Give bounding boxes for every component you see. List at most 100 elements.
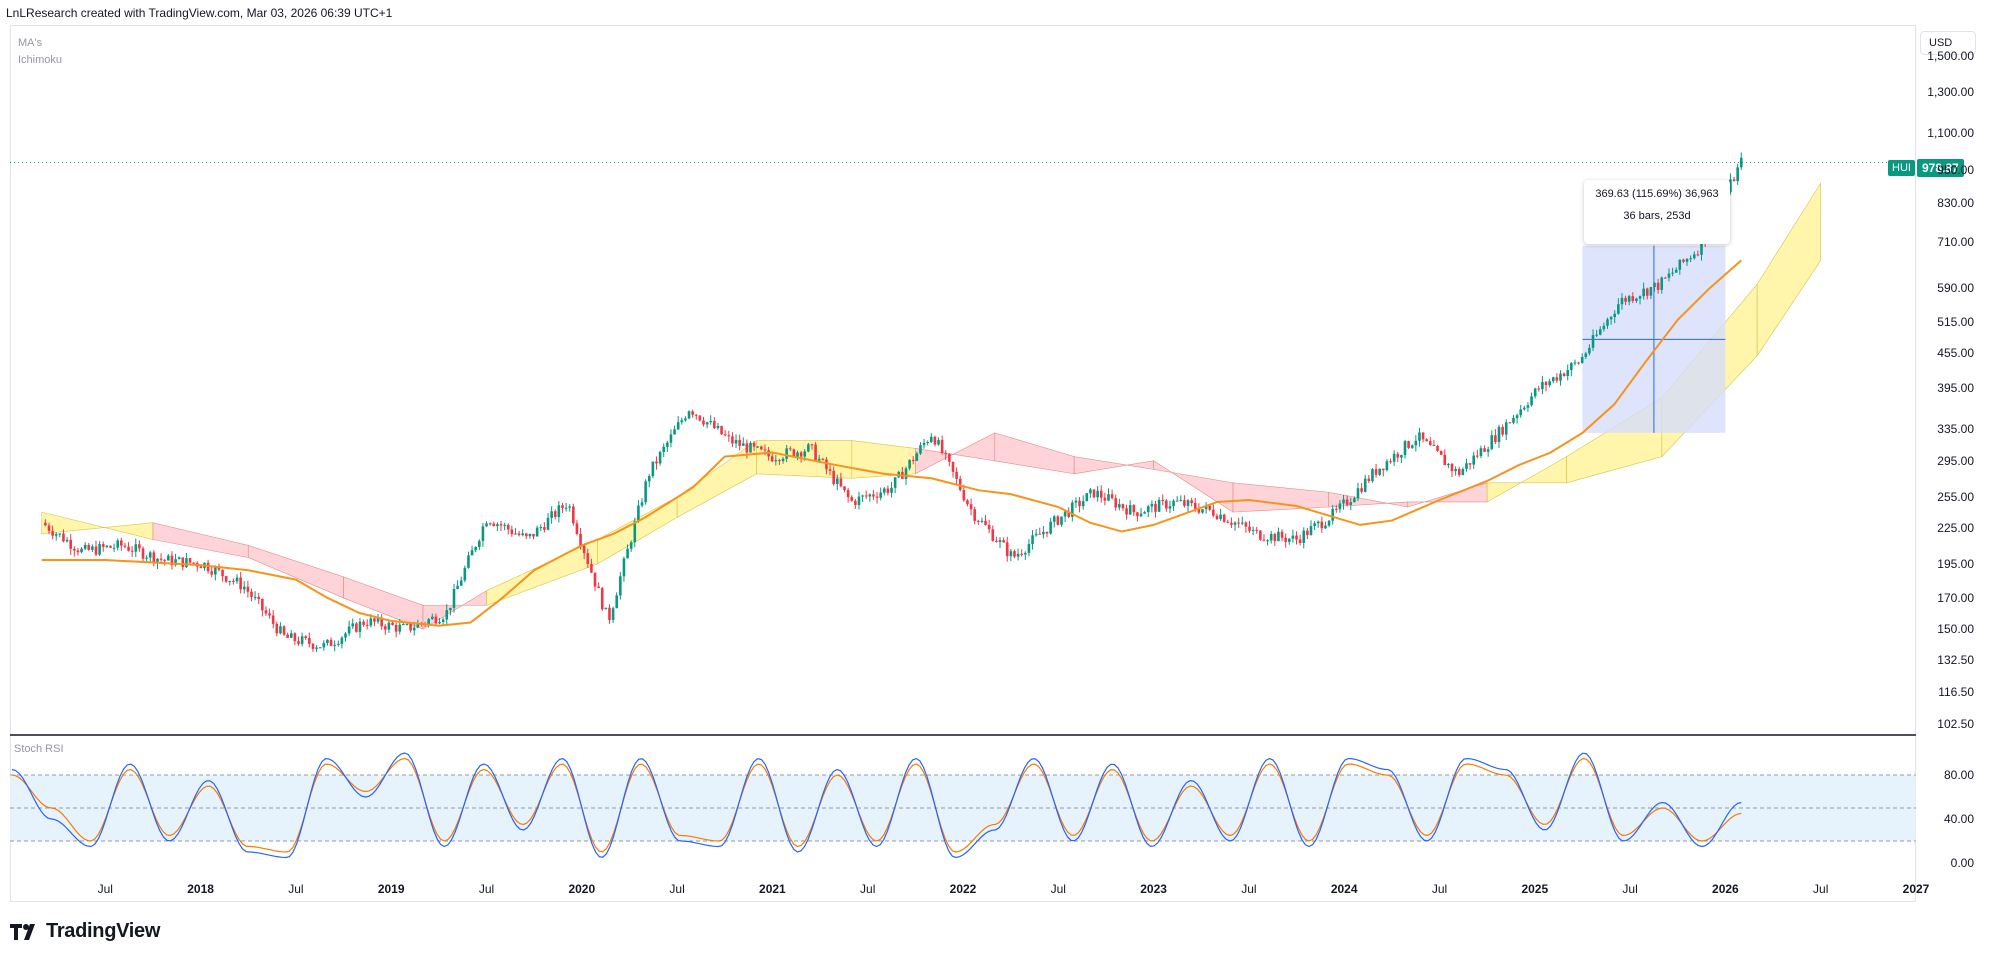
candle-body bbox=[546, 517, 550, 530]
candle-body bbox=[528, 533, 532, 537]
stoch-d-line bbox=[11, 757, 1742, 853]
currency-button[interactable]: USD bbox=[1920, 31, 1976, 55]
candle-body bbox=[412, 627, 416, 631]
candle-body bbox=[749, 442, 752, 453]
candle-body bbox=[1374, 469, 1378, 475]
date-tick-label: 2026 bbox=[1712, 882, 1739, 896]
measure-line-2: 36 bars, 253d bbox=[1623, 210, 1691, 222]
candle-body bbox=[1400, 455, 1403, 458]
candle-body bbox=[521, 533, 524, 536]
price-tick-label: 132.50 bbox=[1937, 652, 1974, 667]
candle-body bbox=[600, 588, 604, 610]
candle-body bbox=[691, 411, 694, 415]
candle-body bbox=[1559, 373, 1562, 381]
candle-body bbox=[835, 478, 839, 485]
candle-body bbox=[745, 443, 749, 453]
price-tick-label: 335.00 bbox=[1937, 422, 1974, 437]
candle-body bbox=[908, 459, 911, 469]
chart-frame bbox=[10, 25, 1916, 902]
candle-body bbox=[651, 461, 655, 477]
candle-body bbox=[966, 500, 969, 505]
candle-body bbox=[861, 495, 864, 497]
candle-body bbox=[1523, 407, 1526, 410]
candle-body bbox=[271, 615, 275, 624]
candle-body bbox=[1443, 454, 1447, 466]
candle-body bbox=[517, 533, 521, 536]
candle-body bbox=[1649, 287, 1653, 296]
candle-body bbox=[955, 471, 958, 479]
candle-body bbox=[698, 415, 702, 421]
candle-body bbox=[156, 558, 159, 563]
indicator-ichimoku[interactable]: Ichimoku bbox=[18, 54, 63, 66]
candle-body bbox=[1682, 259, 1685, 262]
candle-body bbox=[1454, 469, 1457, 472]
candle-body bbox=[557, 505, 561, 518]
candle-body bbox=[926, 442, 929, 444]
candle-body bbox=[463, 567, 467, 581]
candle-body bbox=[817, 458, 821, 461]
candle-body bbox=[1533, 388, 1537, 397]
price-tick-label: 255.00 bbox=[1937, 490, 1974, 505]
candle-body bbox=[850, 497, 854, 501]
candle-body bbox=[1136, 512, 1139, 517]
brand-name: TradingView bbox=[46, 920, 161, 942]
candle-body bbox=[1259, 530, 1262, 540]
candle-body bbox=[727, 435, 731, 437]
symbol-tag: HUI bbox=[1888, 160, 1915, 176]
candle-body bbox=[561, 505, 564, 508]
candle-body bbox=[864, 495, 868, 497]
candle-body bbox=[434, 616, 438, 624]
candle-body bbox=[109, 545, 112, 548]
date-tick-label: Jul bbox=[1622, 882, 1638, 896]
candle-body bbox=[1201, 509, 1204, 513]
candle-body bbox=[655, 461, 658, 464]
candle-body bbox=[1125, 508, 1128, 515]
candle-body bbox=[1382, 468, 1385, 471]
candle-body bbox=[1074, 500, 1078, 503]
last-price-tag: 978.87 bbox=[1917, 159, 1964, 177]
candle-body bbox=[1671, 272, 1674, 274]
candle-body bbox=[1266, 540, 1269, 542]
candle-body bbox=[1371, 469, 1374, 482]
candle-body bbox=[105, 545, 109, 547]
ichimoku-cloud-segment bbox=[994, 432, 1075, 475]
candle-body bbox=[619, 576, 622, 596]
candle-body bbox=[297, 641, 300, 644]
candle-body bbox=[669, 434, 673, 443]
candle-body bbox=[152, 552, 156, 563]
candle-body bbox=[76, 550, 80, 553]
candle-body bbox=[1219, 514, 1222, 520]
candle-body bbox=[98, 544, 101, 555]
measure-line-1: 369.63 (115.69%) 36,963 bbox=[1595, 188, 1719, 200]
candle-body bbox=[637, 505, 640, 522]
candle-body bbox=[1515, 415, 1519, 418]
candle-body bbox=[83, 544, 87, 549]
tradingview-logo[interactable]: TradingView bbox=[10, 920, 160, 943]
candle-body bbox=[1067, 511, 1071, 517]
candle-body bbox=[373, 618, 376, 622]
candle-body bbox=[1555, 377, 1559, 381]
candle-body bbox=[882, 488, 886, 493]
indicator-ma[interactable]: MA's bbox=[18, 37, 43, 49]
candle-body bbox=[1237, 522, 1240, 524]
stoch-tick-label: 80.00 bbox=[1943, 768, 1974, 782]
candle-body bbox=[87, 544, 91, 550]
candle-body bbox=[1421, 432, 1425, 440]
candle-body bbox=[333, 644, 336, 646]
candle-body bbox=[402, 624, 405, 626]
candle-body bbox=[80, 548, 83, 553]
candle-body bbox=[185, 558, 188, 568]
candle-body bbox=[987, 525, 991, 530]
candle-body bbox=[525, 533, 528, 537]
candle-body bbox=[1212, 509, 1215, 516]
candle-body bbox=[958, 478, 962, 491]
candle-body bbox=[1251, 529, 1255, 531]
candle-body bbox=[1541, 381, 1544, 390]
candle-body bbox=[1204, 505, 1208, 510]
candle-body bbox=[1479, 448, 1483, 457]
candle-body bbox=[1526, 405, 1530, 408]
candle-body bbox=[1172, 500, 1175, 507]
candle-body bbox=[760, 446, 763, 450]
price-tick-label: 950.00 bbox=[1937, 162, 1974, 177]
